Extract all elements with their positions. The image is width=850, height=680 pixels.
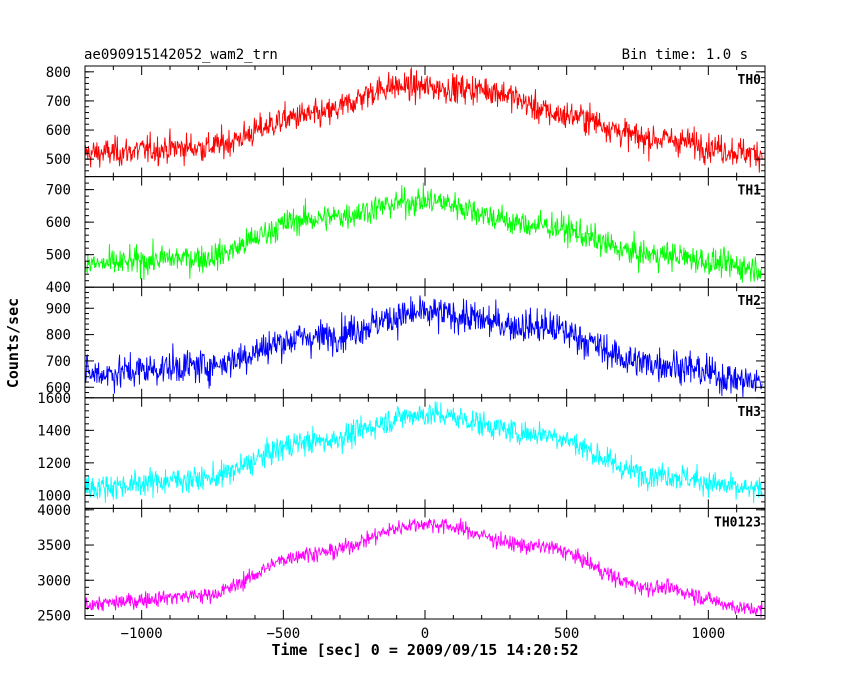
- x-tick-label: −1000: [121, 626, 163, 642]
- y-tick-label: 700: [46, 94, 71, 110]
- panel-label-th0: TH0: [738, 73, 762, 88]
- y-tick-label: 1400: [37, 423, 71, 439]
- y-tick-label: 800: [46, 328, 71, 344]
- y-tick-label: 800: [46, 65, 71, 81]
- panel-frame: [84, 176, 766, 288]
- series-th3-line: [84, 401, 763, 504]
- panel-frame: [84, 286, 766, 399]
- panel-label-th2: TH2: [738, 294, 761, 309]
- x-tick-label: 500: [554, 626, 579, 642]
- chart-title-right: Bin time: 1.0 s: [622, 47, 748, 63]
- y-tick-label: 1000: [37, 488, 71, 504]
- panel-th2: TH2 600 700 800 900: [46, 286, 766, 399]
- y-tick-label: 500: [46, 248, 71, 264]
- x-tick-labels: −1000 −500 0 500 1000: [121, 626, 726, 642]
- y-tick-label: 700: [46, 183, 71, 199]
- panel-th1: TH1 400 500 600 700: [46, 176, 766, 296]
- panel-label-th1: TH1: [738, 184, 762, 199]
- y-tick-label: 600: [46, 380, 71, 396]
- y-tick-label: 3500: [37, 538, 71, 554]
- panel-th3: TH3 1000 1200 1400 1600: [37, 391, 766, 509]
- panel-label-th3: TH3: [738, 405, 761, 420]
- y-tick-label: 900: [46, 301, 71, 317]
- x-tick-label: 0: [421, 626, 429, 642]
- panels-group: TH0 500 600 700 800 TH1 400 500 600 700 TH2 600 700 8…: [37, 65, 766, 624]
- y-tick-label: 600: [46, 123, 71, 139]
- y-tick-label: 1200: [37, 456, 71, 472]
- panel-th0123: TH0123 2500 3000 3500 4000: [37, 503, 766, 624]
- chart-title-left: ae090915142052_wam2_trn: [84, 47, 278, 63]
- panel-th0: TH0 500 600 700 800: [46, 65, 766, 178]
- y-tick-label: 700: [46, 354, 71, 370]
- y-tick-label: 500: [46, 152, 71, 168]
- series-th1-line: [84, 182, 763, 283]
- x-tick-label: 1000: [691, 626, 725, 642]
- y-tick-label: 400: [46, 280, 71, 296]
- series-th0-line: [84, 66, 763, 173]
- panel-frame: [84, 397, 766, 509]
- series-th0123-line: [84, 518, 763, 618]
- series-th2-line: [84, 295, 763, 398]
- y-tick-label: 1600: [37, 391, 71, 407]
- y-tick-label: 2500: [37, 608, 71, 624]
- x-tick-label: −500: [266, 626, 300, 642]
- x-axis-label: Time [sec] 0 = 2009/09/15 14:20:52: [271, 641, 578, 659]
- y-axis-label: Counts/sec: [4, 298, 22, 388]
- y-tick-label: 4000: [37, 503, 71, 519]
- y-tick-label: 3000: [37, 573, 71, 589]
- panel-label-th0123: TH0123: [714, 515, 761, 530]
- y-tick-label: 600: [46, 215, 71, 231]
